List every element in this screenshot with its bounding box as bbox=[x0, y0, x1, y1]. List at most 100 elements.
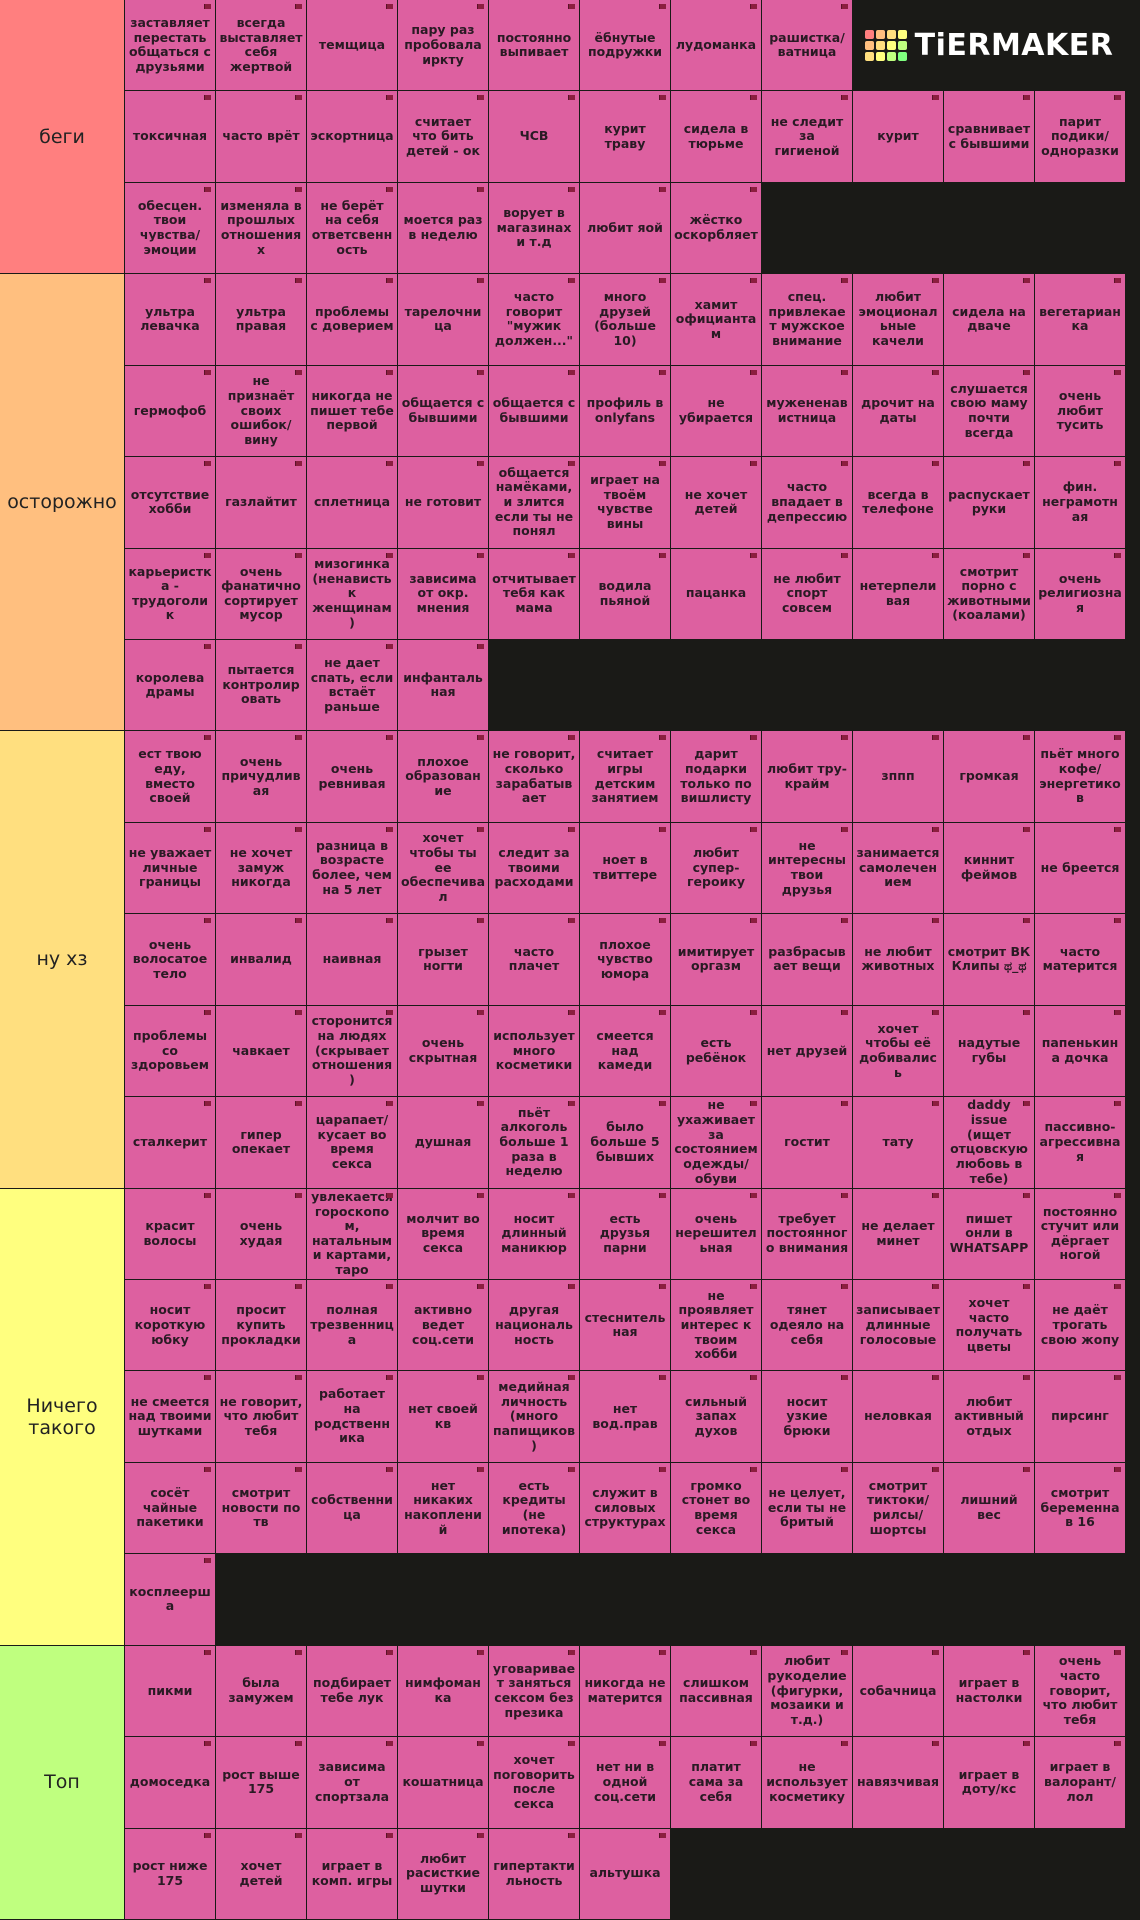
tier-item: увлекается гороскопом, натальными картам… bbox=[307, 1188, 397, 1279]
tier-item: смотрит порно с животными (коалами) bbox=[944, 548, 1034, 639]
logo-square bbox=[897, 29, 907, 39]
tier-item: не хочет детей bbox=[671, 457, 761, 548]
tier-item: сосёт чайные пакетики bbox=[125, 1462, 215, 1554]
tier-item: общается намёками, и злится если ты не п… bbox=[489, 457, 579, 548]
tier-item: папенькина дочка bbox=[1035, 1005, 1125, 1097]
tier-item: не следит за гигиеной bbox=[762, 91, 852, 182]
tier-item: никогда не пишет тебе первой bbox=[307, 365, 397, 457]
tier-item: записывает длинные голосовые bbox=[853, 1279, 943, 1371]
tier-item: хочет чтобы ты ее обеспечивал bbox=[398, 822, 488, 914]
tier-item: не берёт на себя ответсвенность bbox=[307, 182, 397, 274]
tier-item: парит подики/ одноразки bbox=[1035, 91, 1125, 182]
tier-item: сильный запах духов bbox=[671, 1371, 761, 1462]
tier-item: ультра правая bbox=[216, 274, 306, 365]
logo: TiERMAKER bbox=[853, 0, 1125, 91]
tier-item: неловкая bbox=[853, 1371, 943, 1462]
tier-item: хочет часто получать цветы bbox=[944, 1279, 1034, 1371]
tier-item: плохое чувство юмора bbox=[580, 914, 670, 1005]
tier-item: молчит во время секса bbox=[398, 1188, 488, 1279]
tier-item: наивная bbox=[307, 914, 397, 1005]
tier-item: смотрит тиктоки/ рилсы/ шортсы bbox=[853, 1462, 943, 1554]
tier-item: гипер опекает bbox=[216, 1097, 306, 1188]
tier-item: пацанка bbox=[671, 548, 761, 639]
tier-item: проблемы со здоровьем bbox=[125, 1005, 215, 1097]
tier-item: не интересны твои друзья bbox=[762, 822, 852, 914]
tier-item: слушается свою маму почти всегда bbox=[944, 365, 1034, 457]
tier-item: моется раз в неделю bbox=[398, 182, 488, 274]
tier-item: общается с бывшими bbox=[489, 365, 579, 457]
tier-item: очень любит тусить bbox=[1035, 365, 1125, 457]
tier-item: красит волосы bbox=[125, 1188, 215, 1279]
tier-item: рост выше 175 bbox=[216, 1737, 306, 1828]
tier-item: изменяла в прошлых отношениях bbox=[216, 182, 306, 274]
tier-item: работает на родственника bbox=[307, 1371, 397, 1462]
tier-item: имитирует оргазм bbox=[671, 914, 761, 1005]
tier-item: играет в валорант/ лол bbox=[1035, 1737, 1125, 1828]
tier-item: считает что бить детей - ок bbox=[398, 91, 488, 182]
tier-row: Топ пикми была замужем подбирает тебе лук ни… bbox=[0, 1645, 1140, 1920]
tier-items: красит волосы очень худая увлекается горос… bbox=[125, 1188, 1125, 1645]
tier-item: играет в настолки bbox=[944, 1645, 1034, 1737]
tier-item: дрочит на даты bbox=[853, 365, 943, 457]
tier-item: хочет чтобы её добивались bbox=[853, 1005, 943, 1097]
tier-label: осторожно bbox=[0, 274, 125, 731]
tier-row: осторожно ультра левачка ультра правая проб… bbox=[0, 274, 1140, 732]
tier-item: служит в силовых структурах bbox=[580, 1462, 670, 1554]
tier-item: часто матерится bbox=[1035, 914, 1125, 1005]
tier-item: нет своей кв bbox=[398, 1371, 488, 1462]
tier-item: не ухаживает за состоянием одежды/ обуви bbox=[671, 1097, 761, 1188]
logo-square bbox=[897, 40, 907, 50]
tier-row: беги TiERMAKER заставляет перестать общать… bbox=[0, 0, 1140, 275]
tier-item: хочет детей bbox=[216, 1828, 306, 1919]
tier-item: фин. неграмотная bbox=[1035, 457, 1125, 548]
tier-item: королева драмы bbox=[125, 639, 215, 731]
tier-item: другая национальность bbox=[489, 1279, 579, 1371]
tier-item: тату bbox=[853, 1097, 943, 1188]
tier-item: водила пьяной bbox=[580, 548, 670, 639]
tier-item: не делает минет bbox=[853, 1188, 943, 1279]
tier-item: рашистка/ ватница bbox=[762, 0, 852, 91]
tier-item: часто впадает в депрессию bbox=[762, 457, 852, 548]
tier-item: косплеерша bbox=[125, 1554, 215, 1645]
tier-item: не признаёт своих ошибок/ вину bbox=[216, 365, 306, 457]
tier-item: лудоманка bbox=[671, 0, 761, 91]
tier-item: не использует косметику bbox=[762, 1737, 852, 1828]
tier-item: мизогинка (ненависть к женщинам) bbox=[307, 548, 397, 639]
tier-item: рост ниже 175 bbox=[125, 1828, 215, 1919]
tier-label: беги bbox=[0, 0, 125, 274]
tier-item: профиль в onlyfans bbox=[580, 365, 670, 457]
tier-item: просит купить прокладки bbox=[216, 1279, 306, 1371]
tier-item: обесцен. твои чувства/ эмоции bbox=[125, 182, 215, 274]
tier-item: токсичная bbox=[125, 91, 215, 182]
tier-item: громко стонет во время секса bbox=[671, 1462, 761, 1554]
tier-item: всегда выставляет себя жертвой bbox=[216, 0, 306, 91]
tier-item: любит эмоциональные качели bbox=[853, 274, 943, 365]
tier-item: смотрит беременна в 16 bbox=[1035, 1462, 1125, 1554]
tier-row: ну хз ест твою еду, вместо своей очень при… bbox=[0, 731, 1140, 1189]
tier-item: всегда в телефоне bbox=[853, 457, 943, 548]
tier-item: медийная личность (много папищиков) bbox=[489, 1371, 579, 1462]
tier-item: постоянно стучит или дёргает ногой bbox=[1035, 1188, 1125, 1279]
tier-item: сравнивает с бывшими bbox=[944, 91, 1034, 182]
tier-item: любит яой bbox=[580, 182, 670, 274]
tier-item: отчитывает тебя как мама bbox=[489, 548, 579, 639]
tier-item: громкая bbox=[944, 731, 1034, 822]
logo-square bbox=[886, 29, 896, 39]
tier-item: пьёт много кофе/ энергетиков bbox=[1035, 731, 1125, 822]
tier-item: навязчивая bbox=[853, 1737, 943, 1828]
tier-label: Ничего такого bbox=[0, 1188, 125, 1645]
tier-item: активно ведет соц.сети bbox=[398, 1279, 488, 1371]
logo-square bbox=[897, 51, 907, 61]
tier-item: отсутствие хобби bbox=[125, 457, 215, 548]
tier-item: часто говорит "мужик должен..." bbox=[489, 274, 579, 365]
tier-item: смотрит ВК Клипы ಥ_ಥ bbox=[944, 914, 1034, 1005]
tier-item: зппп bbox=[853, 731, 943, 822]
tier-item: очень худая bbox=[216, 1188, 306, 1279]
tier-items: пикми была замужем подбирает тебе лук нимфо… bbox=[125, 1645, 1125, 1919]
tier-item: ёбнутые подружки bbox=[580, 0, 670, 91]
tier-item: очень скрытная bbox=[398, 1005, 488, 1097]
tier-item: стеснительная bbox=[580, 1279, 670, 1371]
tier-item: нимфоманка bbox=[398, 1645, 488, 1737]
tier-item: сплетница bbox=[307, 457, 397, 548]
